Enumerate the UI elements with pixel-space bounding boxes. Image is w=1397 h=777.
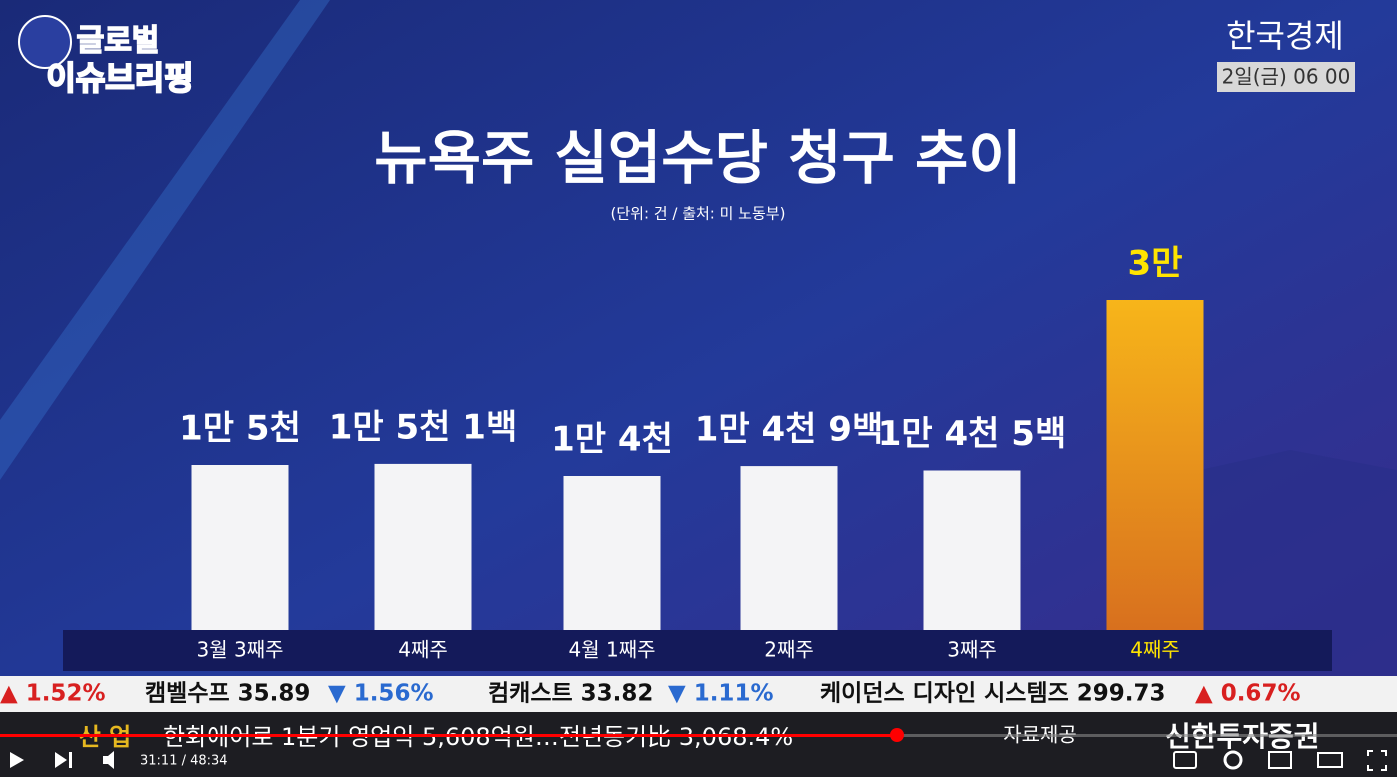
bar [191, 465, 289, 630]
bar [740, 466, 838, 630]
miniplayer-button[interactable] [1268, 751, 1292, 769]
next-bar [69, 752, 72, 768]
value-label: 1만 4천 [551, 420, 673, 460]
category-label: 3월 3째주 [196, 638, 283, 662]
bar [563, 476, 661, 630]
category-label: 4째주 [398, 638, 448, 662]
news-bar [0, 712, 1397, 777]
ticker-item: ▼ 1.11% [668, 681, 774, 707]
value-label: 1만 4천 9백 [695, 410, 884, 450]
light-beam [0, 0, 330, 480]
value-label: 1만 5천 [179, 409, 301, 449]
value-label: 1만 5천 1백 [329, 407, 518, 447]
ticker-item: ▼ 1.56% [328, 681, 434, 707]
subtitles-button[interactable] [1173, 751, 1197, 769]
buildings [1200, 450, 1397, 676]
datetime-box [1217, 62, 1355, 92]
volume-button[interactable] [103, 751, 114, 769]
value-label: 3만 [1128, 244, 1183, 284]
time-display: 31:11 / 48:34 [140, 754, 228, 769]
channel: 한국경제 [1226, 17, 1344, 55]
ticker-item: 케이던스 디자인 시스템즈 299.73 [820, 681, 1166, 707]
ticker-item: 컴캐스트 33.82 [488, 681, 653, 707]
logo-bottom: 이슈브리핑 [46, 59, 193, 97]
category-label: 4째주 [1130, 638, 1180, 662]
datetime: 2일(금) 06 00 [1222, 65, 1351, 89]
logo-top: 글로벌 [77, 24, 160, 59]
progress-played[interactable] [0, 734, 897, 737]
progress-handle[interactable] [890, 728, 904, 742]
ticker-item: ▲ 1.52% [0, 681, 106, 707]
category-label: 3째주 [947, 638, 997, 662]
ticker-bar [0, 676, 1397, 712]
logo-globe [18, 15, 72, 69]
chart-subtitle: (단위: 건 / 출처: 미 노동부) [611, 205, 786, 223]
chart-title: 뉴욕주 실업수당 청구 추이 [374, 124, 1022, 192]
ticker-item: 캠벨수프 35.89 [145, 681, 310, 707]
next-button[interactable] [55, 752, 67, 768]
category-label: 4월 1째주 [568, 638, 655, 662]
fullscreen-button[interactable] [1367, 750, 1387, 771]
play-button[interactable] [10, 752, 24, 768]
theater-button[interactable] [1317, 752, 1343, 768]
settings-button[interactable] [1223, 750, 1243, 770]
bar [374, 463, 472, 630]
category-label: 2째주 [764, 638, 814, 662]
bar [1106, 300, 1204, 630]
value-label: 1만 4천 5백 [878, 414, 1067, 454]
bar [923, 470, 1021, 630]
ticker-item: ▲ 0.67% [1195, 681, 1301, 707]
category-strip [63, 630, 1332, 671]
